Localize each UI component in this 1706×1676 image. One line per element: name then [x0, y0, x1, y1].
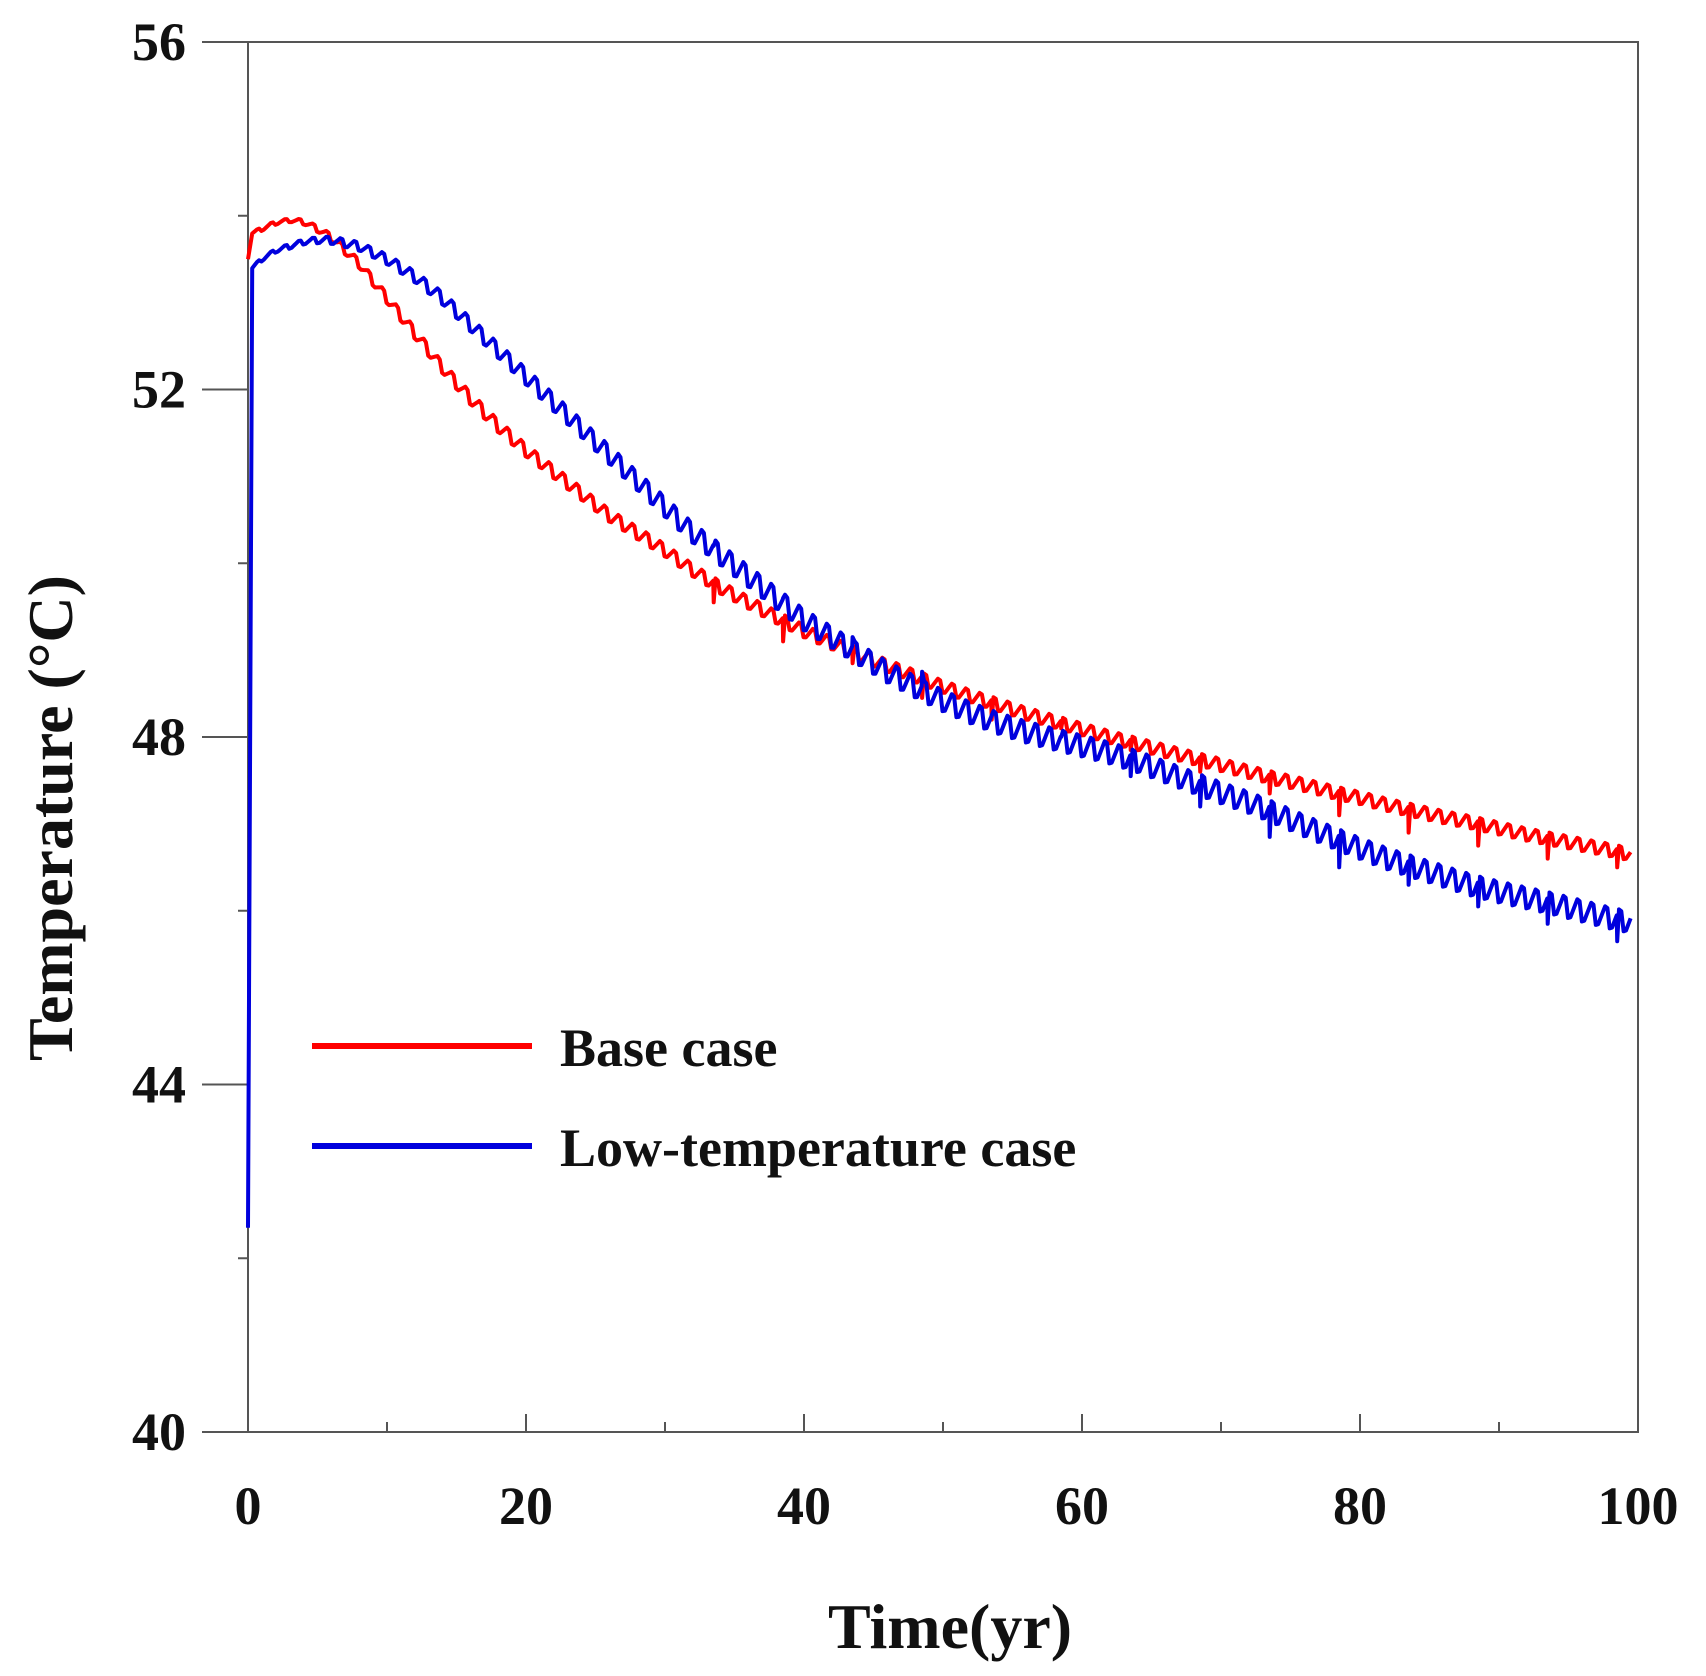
legend-label-base-case: Base case [560, 1018, 777, 1078]
series-line-low-temperature-case [246, 234, 1633, 1228]
x-tick-label: 0 [235, 1476, 262, 1536]
y-tick-label: 52 [132, 360, 186, 420]
legend-label-low-temperature-case: Low-temperature case [560, 1118, 1076, 1178]
x-tick-label: 60 [1055, 1476, 1109, 1536]
y-axis-ticks: 40 44 48 52 56 [132, 12, 248, 1462]
x-tick-label: 100 [1598, 1476, 1679, 1536]
x-tick-label: 80 [1333, 1476, 1387, 1536]
series-lines [246, 217, 1633, 1228]
y-tick-label: 56 [132, 12, 186, 72]
y-axis-title: Temperature (°C) [15, 575, 86, 1061]
plot-frame [247, 41, 1639, 1433]
series-line-base-case [246, 217, 1633, 870]
y-tick-label: 40 [132, 1402, 186, 1462]
axes: 0 20 40 60 80 100 40 44 48 52 56 [132, 12, 1679, 1536]
x-axis-ticks: 0 20 40 60 80 100 [235, 1414, 1679, 1536]
y-tick-label: 48 [132, 707, 186, 767]
legend: Base case Low-temperature case [312, 1018, 1076, 1178]
x-axis-title: Time(yr) [828, 1591, 1072, 1662]
x-tick-label: 20 [499, 1476, 553, 1536]
x-tick-label: 40 [777, 1476, 831, 1536]
y-tick-label: 44 [132, 1055, 186, 1115]
